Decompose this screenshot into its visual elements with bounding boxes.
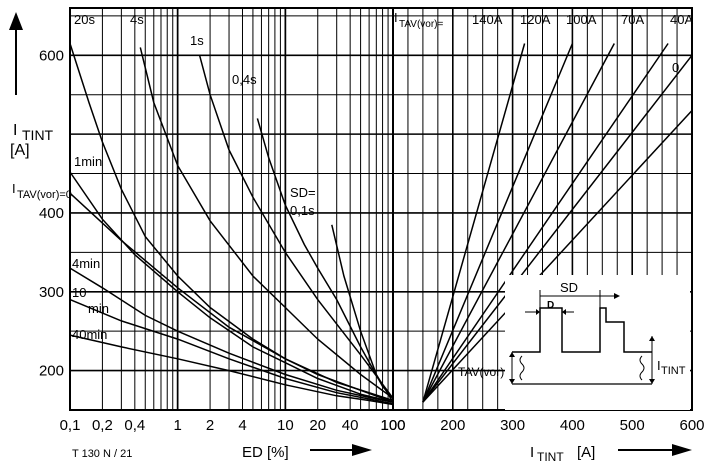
curve-label-120a: 120A <box>520 12 551 27</box>
left-panel-frame <box>69 7 394 411</box>
inset-label-d: D <box>547 300 554 311</box>
x-axis-arrow-right <box>618 444 692 456</box>
inset-label-tint-main: I <box>657 358 661 373</box>
x-tick-label: 300 <box>500 417 525 434</box>
y-axis-ticks: 200 300 400 600 <box>39 47 64 379</box>
line-itav-40a <box>422 54 693 403</box>
x-tick-label: 400 <box>560 417 585 434</box>
x-tick-label: 40 <box>342 417 359 434</box>
curve-20s <box>69 43 394 403</box>
curve-label-0-4s: 0,4s <box>232 72 257 87</box>
line-itav-100a <box>422 43 615 403</box>
x-tick-label: 4 <box>238 417 246 434</box>
curve-label-140a: 140A <box>472 12 503 27</box>
y-axis-arrow <box>9 12 23 95</box>
legend-title-sub: TAV(vor)= <box>399 19 444 30</box>
curve-label-70a: 70A <box>621 12 644 27</box>
curve-label-1s: 1s <box>190 33 204 48</box>
inset-label-sd: SD <box>560 280 578 295</box>
right-panel-ticks: 100 200 300 400 500 600 <box>380 417 704 434</box>
y-tick-label: 400 <box>39 205 64 222</box>
pulse-diagram-inset: SD D TAV(vor) I TINT <box>458 275 690 410</box>
curve-label-100a: 100A <box>566 12 597 27</box>
right-curve-labels: I TAV(vor)= 140A 120A 100A 70A 40A 0 <box>394 10 693 75</box>
curve-label-20s: 20s <box>74 12 95 27</box>
curve-4min <box>69 267 394 403</box>
x-axis-label-right-unit: [A] <box>577 444 595 461</box>
left-panel-ticks: 0,1 0,2 0,4 1 2 4 10 20 40 100 <box>60 417 406 434</box>
right-panel-series <box>422 43 693 403</box>
y-axis-label-unit: [A] <box>10 142 30 159</box>
curve-label-40min: 40min <box>72 327 107 342</box>
x-axis-label-right-main: I <box>530 444 534 461</box>
curve-label-10: 10 <box>72 285 86 300</box>
y-axis-label-main: I <box>13 122 17 139</box>
curve-1s <box>198 55 394 399</box>
left-panel-grid <box>69 7 394 411</box>
x-tick-label: 2 <box>206 417 214 434</box>
pulse-waveform <box>512 307 652 353</box>
left-curve-labels: 20s 4s 1s 0,4s SD= 0,1s 1min I TAV(vor)=… <box>12 12 316 342</box>
x-axis-label-left: ED [%] <box>242 444 289 461</box>
curve-label-1min: 1min <box>74 154 102 169</box>
curve-sd-0-1s <box>331 224 394 403</box>
x-tick-label: 200 <box>440 417 465 434</box>
y-tick-label: 300 <box>39 284 64 301</box>
x-tick-label: 0,2 <box>92 417 113 434</box>
x-axis-label-right-sub: TINT <box>537 450 564 461</box>
curve-label-0-1s: 0,1s <box>290 203 315 218</box>
curve-label-min: min <box>88 301 109 316</box>
x-tick-label: 0,4 <box>124 417 145 434</box>
chart-code-label: T 130 N / 21 <box>72 448 132 460</box>
y-axis-label-sub: TINT <box>22 127 54 143</box>
curve-label-itav-sub: TAV(vor)=0 <box>17 189 72 201</box>
line-itav-140a <box>422 43 526 403</box>
curve-40min <box>69 334 394 406</box>
curve-label-0: 0 <box>672 60 679 75</box>
line-itav-70a <box>422 43 669 403</box>
curve-10-min <box>69 298 394 405</box>
x-axis-arrow-left <box>310 444 372 456</box>
curve-1min <box>69 171 394 403</box>
inset-label-tav: TAV(vor) <box>458 365 504 379</box>
legend-title-main: I <box>394 10 398 25</box>
y-tick-label: 600 <box>39 47 64 64</box>
line-itav-120a <box>422 43 574 403</box>
left-panel-series <box>69 43 394 406</box>
x-tick-label: 0,1 <box>60 417 81 434</box>
curve-label-itav-main: I <box>12 181 16 196</box>
curve-4s <box>139 47 394 399</box>
x-tick-label: 600 <box>679 417 704 434</box>
curve-label-sd: SD= <box>290 185 316 200</box>
curve-i-tav-vor-0 <box>69 192 394 402</box>
curve-0-4s <box>256 118 394 399</box>
x-tick-label: 100 <box>380 417 405 434</box>
x-tick-label: 1 <box>173 417 181 434</box>
line-itav-0 <box>422 109 693 403</box>
inset-label-tint-sub: TINT <box>661 365 686 377</box>
curve-label-4s: 4s <box>130 12 144 27</box>
x-tick-label: 500 <box>620 417 645 434</box>
x-tick-label: 10 <box>277 417 294 434</box>
x-tick-label: 20 <box>309 417 326 434</box>
y-tick-label: 200 <box>39 363 64 380</box>
curve-label-40a: 40A <box>670 12 693 27</box>
curve-label-4min: 4min <box>72 256 100 271</box>
x-tick-label: 100 <box>380 417 405 434</box>
